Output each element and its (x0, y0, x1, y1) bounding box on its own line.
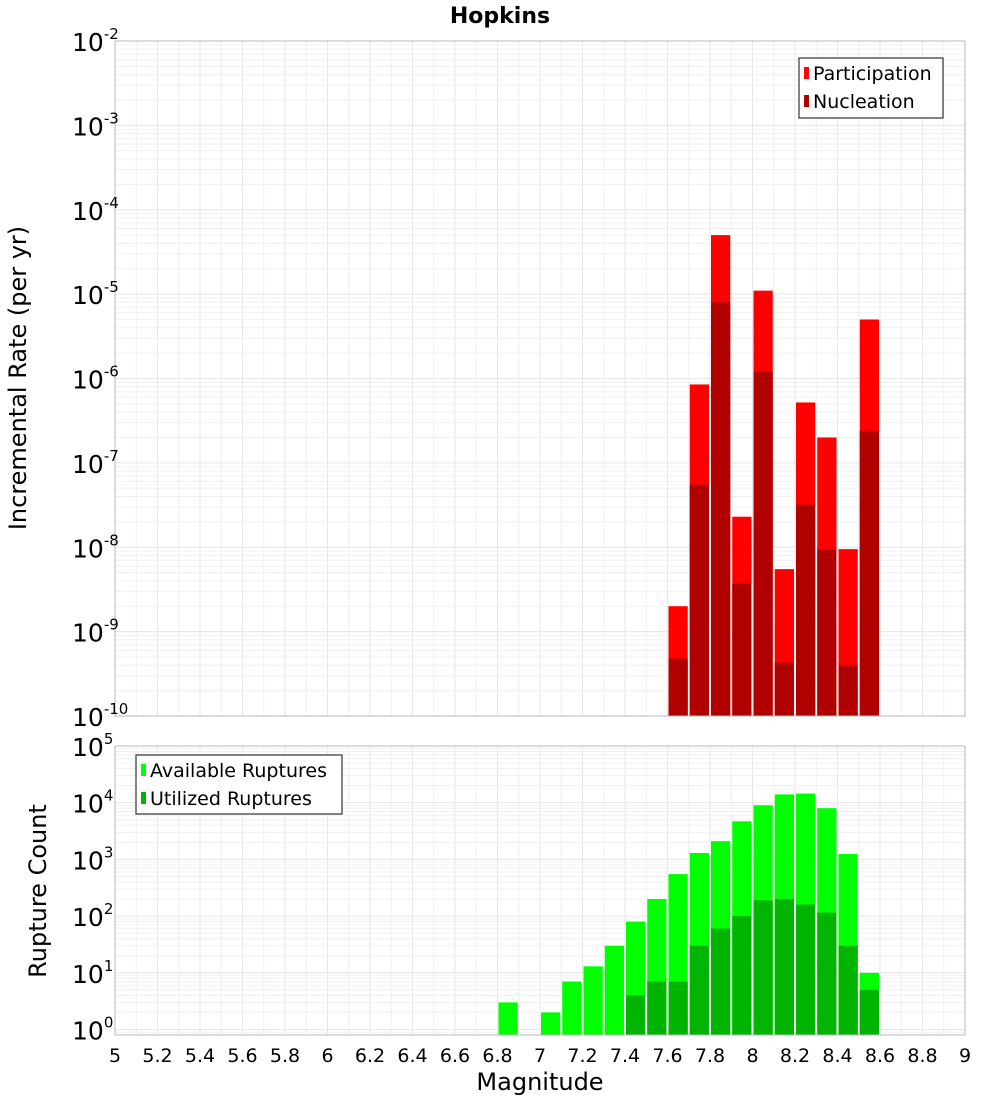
bar-utilized-ruptures (774, 899, 794, 1035)
count-plot-y-ticks: 100 101 102 103 104 105 (72, 730, 113, 1046)
y-tick-label: 10-5 (72, 278, 119, 310)
y-tick-label: 102 (72, 900, 113, 932)
bar-nucleation (753, 371, 773, 716)
x-tick-label: 5.6 (227, 1045, 257, 1067)
bar-available-ruptures (498, 1002, 518, 1035)
x-tick-label: 8 (746, 1045, 758, 1067)
bar-available-ruptures (562, 981, 582, 1035)
legend-label-utilized: Utilized Ruptures (150, 788, 312, 810)
rate-plot-y-label: Incremental Rate (per yr) (4, 226, 32, 530)
y-tick-label: 10-6 (72, 363, 119, 395)
x-tick-label: 7.4 (610, 1045, 640, 1067)
x-tick-label: 5.8 (270, 1045, 300, 1067)
legend-label-nucleation: Nucleation (813, 91, 915, 113)
count-plot-frame (114, 745, 966, 1036)
x-tick-label: 9 (959, 1045, 971, 1067)
bar-utilized-ruptures (838, 945, 858, 1035)
y-tick-label: 10-2 (72, 25, 119, 57)
count-plot-x-ticks: 5 5.2 5.4 5.6 5.8 6 6.2 6.4 6.6 6.8 7 7.2 7.4 7.6 7.8 8… (109, 1045, 971, 1067)
bar-utilized-ruptures (796, 904, 816, 1035)
bar-available-ruptures (604, 945, 624, 1035)
y-tick-label: 104 (72, 787, 113, 819)
count-legend-box (135, 754, 343, 815)
x-axis-label: Magnitude (476, 1068, 603, 1096)
x-tick-label: 6.6 (440, 1045, 470, 1067)
legend-swatch-available (141, 764, 146, 776)
x-tick-label: 8.2 (780, 1045, 810, 1067)
bar-utilized-ruptures (753, 900, 773, 1035)
bar-utilized-ruptures (647, 981, 667, 1035)
x-tick-label: 7.6 (652, 1045, 682, 1067)
rate-plot-legend: Participation Nucleation (798, 57, 944, 119)
x-tick-label: 8.8 (907, 1045, 937, 1067)
bar-nucleation (796, 504, 816, 716)
x-tick-label: 7 (534, 1045, 546, 1067)
x-tick-label: 5.4 (185, 1045, 215, 1067)
legend-swatch-nucleation (804, 95, 809, 107)
bar-nucleation (711, 302, 731, 716)
bar-utilized-ruptures (668, 981, 688, 1035)
x-tick-label: 6.8 (482, 1045, 512, 1067)
x-tick-label: 7.8 (695, 1045, 725, 1067)
x-tick-label: 7.2 (567, 1045, 597, 1067)
x-tick-label: 5.2 (142, 1045, 172, 1067)
y-tick-label: 10-10 (72, 700, 128, 732)
chart-title: Hopkins (450, 4, 550, 29)
bar-utilized-ruptures (817, 912, 837, 1035)
legend-swatch-participation (804, 67, 809, 79)
count-plot-legend: Available Ruptures Utilized Ruptures (135, 754, 343, 815)
y-tick-label: 105 (72, 730, 113, 762)
x-tick-label: 6 (321, 1045, 333, 1067)
x-tick-label: 6.2 (355, 1045, 385, 1067)
x-tick-label: 6.4 (397, 1045, 427, 1067)
bar-nucleation (838, 665, 858, 716)
bar-utilized-ruptures (626, 995, 646, 1035)
bar-utilized-ruptures (689, 945, 709, 1035)
bar-nucleation (732, 583, 752, 716)
legend-label-available: Available Ruptures (150, 760, 327, 782)
bar-available-ruptures (583, 966, 603, 1035)
rate-plot-bars (668, 235, 879, 716)
y-tick-label: 10-4 (72, 194, 119, 226)
bar-nucleation (689, 484, 709, 716)
bar-nucleation (668, 658, 688, 716)
x-tick-label: 5 (109, 1045, 121, 1067)
rate-legend-box (798, 57, 944, 119)
y-tick-label: 10-7 (72, 447, 119, 479)
y-tick-label: 10-9 (72, 616, 119, 648)
bar-utilized-ruptures (732, 916, 752, 1035)
rate-plot-frame (114, 40, 966, 717)
bar-available-ruptures (541, 1012, 561, 1035)
count-plot-y-label: Rupture Count (24, 804, 52, 978)
bar-nucleation (859, 430, 879, 716)
y-tick-label: 100 (72, 1014, 113, 1046)
count-plot-bars (498, 793, 879, 1035)
bar-utilized-ruptures (859, 989, 879, 1035)
y-tick-label: 10-3 (72, 109, 119, 141)
x-tick-label: 8.6 (865, 1045, 895, 1067)
bar-utilized-ruptures (711, 928, 731, 1035)
y-tick-label: 10-8 (72, 531, 119, 563)
bar-nucleation (817, 549, 837, 716)
y-tick-label: 101 (72, 957, 113, 989)
rate-plot-y-ticks: 10-10 10-9 10-8 10-7 10-6 10-5 10-4 10-3 10-2 (72, 25, 128, 732)
rate-plot-grid (114, 40, 966, 717)
x-tick-label: 8.4 (822, 1045, 852, 1067)
y-tick-label: 103 (72, 843, 113, 875)
bar-nucleation (774, 662, 794, 716)
legend-label-participation: Participation (813, 63, 932, 85)
legend-swatch-utilized (141, 792, 146, 804)
